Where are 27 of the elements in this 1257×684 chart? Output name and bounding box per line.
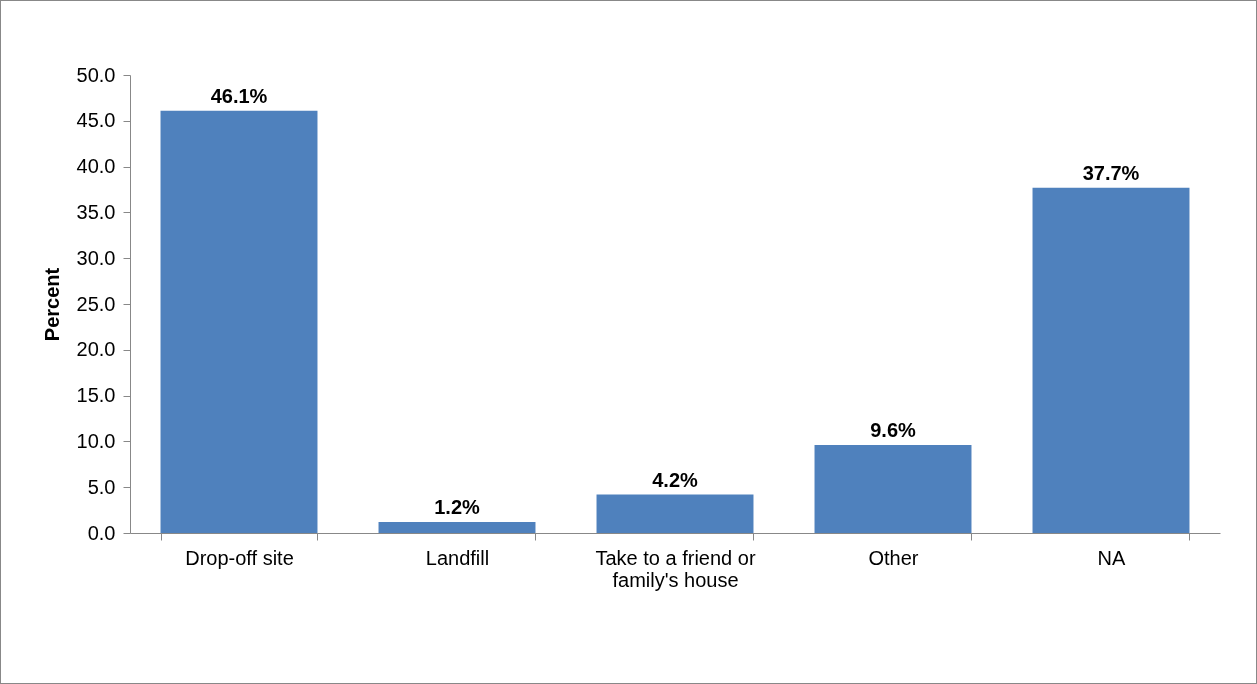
x-tick-label: Landfill xyxy=(425,546,490,569)
bar xyxy=(378,522,536,533)
y-axis-title: Percent xyxy=(40,267,63,342)
y-tick-label: 10.0 xyxy=(76,429,116,452)
y-tick-label: 50.0 xyxy=(76,63,116,86)
y-tick-label: 30.0 xyxy=(76,246,116,269)
y-tick-label: 5.0 xyxy=(87,475,116,498)
bar xyxy=(814,445,972,533)
y-tick-label: 45.0 xyxy=(76,109,116,132)
bar xyxy=(1032,187,1190,533)
x-tick-label: Drop-off site xyxy=(185,546,294,569)
x-tick-label: Take to a friend or family's house xyxy=(595,546,756,591)
y-tick-label: 25.0 xyxy=(76,292,116,315)
data-label: 4.2% xyxy=(652,468,699,491)
y-tick-label: 40.0 xyxy=(76,155,116,178)
y-tick-label: 20.0 xyxy=(76,338,116,361)
data-label: 37.7% xyxy=(1082,161,1140,184)
bar xyxy=(596,494,754,533)
bar xyxy=(160,110,318,533)
y-tick-label: 35.0 xyxy=(76,200,116,223)
y-tick-label: 15.0 xyxy=(76,384,116,407)
data-label: 1.2% xyxy=(434,496,481,519)
data-label: 46.1% xyxy=(210,84,268,107)
x-tick-label: NA xyxy=(1097,546,1127,569)
x-tick-label: Other xyxy=(868,546,919,569)
y-tick-label: 0.0 xyxy=(87,521,116,544)
data-label: 9.6% xyxy=(870,419,917,442)
